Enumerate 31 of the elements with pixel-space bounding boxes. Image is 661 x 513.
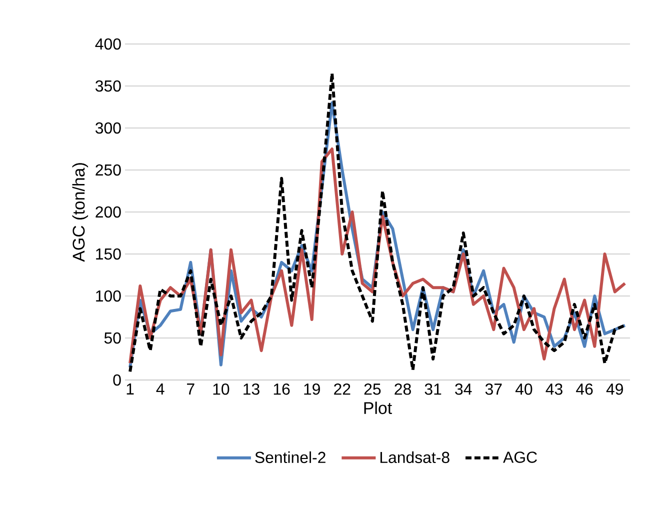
x-tick-label: 31 [424, 384, 442, 395]
x-axis-title: Plot [364, 402, 392, 414]
y-tick-label: 300 [95, 122, 121, 134]
x-tick-label: 7 [187, 384, 194, 394]
x-tick-label: 19 [304, 384, 320, 395]
y-tick-label: 350 [95, 80, 121, 92]
y-tick-label: 50 [104, 332, 121, 344]
y-tick-label: 400 [95, 38, 121, 50]
y-tick-label: 150 [96, 248, 121, 260]
x-tick-label: 37 [485, 384, 502, 395]
legend-label: Landsat-8 [380, 451, 450, 464]
x-tick-label: 40 [515, 384, 532, 395]
x-tick-label: 16 [274, 384, 290, 395]
x-tick-label: 13 [244, 384, 260, 395]
x-tick-label: 1 [126, 384, 134, 394]
x-tick-label: 46 [576, 384, 593, 395]
y-tick-label: 250 [96, 164, 121, 176]
y-tick-label: 100 [96, 290, 121, 302]
x-tick-label: 22 [334, 384, 350, 395]
x-tick-label: 4 [156, 384, 164, 394]
x-tick-label: 43 [546, 384, 562, 395]
y-tick-label: 0 [113, 374, 121, 386]
x-tick-label: 49 [606, 384, 623, 395]
x-tick-label: 10 [213, 384, 230, 395]
legend-label: Sentinel-2 [255, 451, 326, 464]
legend-label: AGC [503, 452, 537, 463]
y-tick-label: 200 [96, 206, 121, 218]
x-tick-label: 34 [455, 384, 472, 395]
x-tick-label: 28 [394, 384, 411, 395]
x-tick-label: 25 [364, 384, 381, 395]
y-axis-title: AGC (ton/ha) [72, 163, 88, 262]
